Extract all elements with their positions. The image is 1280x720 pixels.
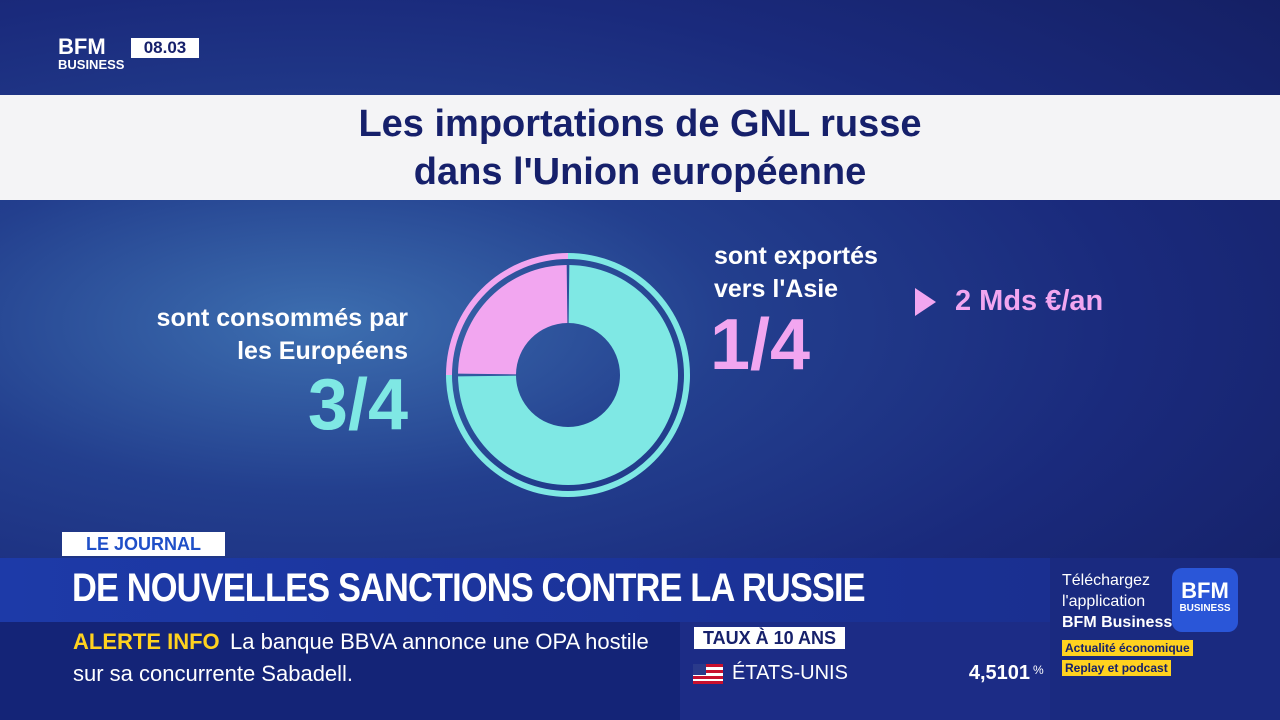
rate-unit: % [1033,663,1044,677]
logo-bottom: BUSINESS [1179,603,1231,614]
rate-country: ÉTATS-UNIS [732,662,848,684]
annotation: 2 Mds €/an [955,285,1104,317]
rates-title: TAUX À 10 ANS [694,627,845,649]
promo-tag: Replay et podcast [1062,660,1171,676]
program-label: LE JOURNAL [62,532,225,556]
headline: DE NOUVELLES SANCTIONS CONTRE LA RUSSIE [72,566,866,610]
category-label: sont exportés vers l'Asie [714,242,878,303]
category-label: sont consommés par les Européens [156,304,408,365]
rate-value: 4,5101 [968,662,1030,684]
logo-top: BFM [58,34,106,59]
promo-line: BFM Business [1062,614,1173,631]
promo-text: Téléchargez l'application BFM Business [1062,570,1172,633]
donut-segment [458,265,568,375]
alert-text: La banque BBVA annonce une OPA hostile [230,629,649,654]
app-logo[interactable]: BFM BUSINESS [1172,568,1238,632]
clock: 08.03 [131,38,199,58]
logo-top: BFM [1181,578,1229,603]
alert-text: sur sa concurrente Sabadell. [73,661,354,686]
logo-bottom: BUSINESS [58,57,125,72]
logo: BFM BUSINESS [58,34,125,74]
donut-segment [458,265,678,485]
promo-line: Téléchargez [1062,572,1151,589]
headline-bar [0,558,1050,622]
annotation-arrow [915,288,936,316]
title-band [0,95,1280,200]
flag [693,664,723,684]
promo-tag: Actualité économique [1062,640,1193,656]
value-label: 1/4 [710,305,811,385]
value-label: 3/4 [307,365,408,445]
chart-title: Les importations de GNL russe dans l'Uni… [358,103,922,193]
promo-panel [1050,558,1280,720]
alert-bar [0,622,680,720]
alert-label: ALERTE INFO [73,629,220,654]
promo-line: l'application [1062,593,1146,610]
